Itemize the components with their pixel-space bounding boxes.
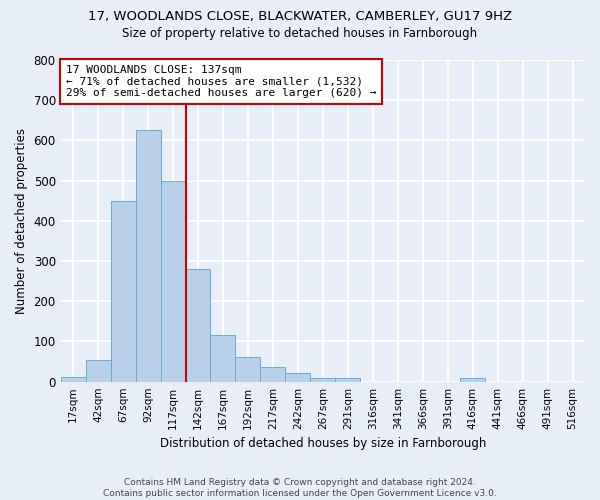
Bar (335, 378, 360, 382)
Text: 17 WOODLANDS CLOSE: 137sqm
← 71% of detached houses are smaller (1,532)
29% of s: 17 WOODLANDS CLOSE: 137sqm ← 71% of deta… (66, 65, 376, 98)
Bar (61, 377, 86, 382)
Bar (161, 180, 185, 382)
Bar (286, 373, 310, 382)
Bar (310, 378, 335, 382)
Text: Size of property relative to detached houses in Farnborough: Size of property relative to detached ho… (122, 28, 478, 40)
Bar (185, 269, 211, 382)
X-axis label: Distribution of detached houses by size in Farnborough: Distribution of detached houses by size … (160, 437, 486, 450)
Bar (110, 200, 136, 382)
Text: 17, WOODLANDS CLOSE, BLACKWATER, CAMBERLEY, GU17 9HZ: 17, WOODLANDS CLOSE, BLACKWATER, CAMBERL… (88, 10, 512, 23)
Bar (235, 357, 260, 382)
Bar (86, 360, 110, 382)
Bar (260, 367, 286, 382)
Bar (211, 336, 235, 382)
Text: Contains HM Land Registry data © Crown copyright and database right 2024.
Contai: Contains HM Land Registry data © Crown c… (103, 478, 497, 498)
Bar (136, 130, 161, 382)
Bar (460, 378, 485, 382)
Y-axis label: Number of detached properties: Number of detached properties (15, 128, 28, 314)
